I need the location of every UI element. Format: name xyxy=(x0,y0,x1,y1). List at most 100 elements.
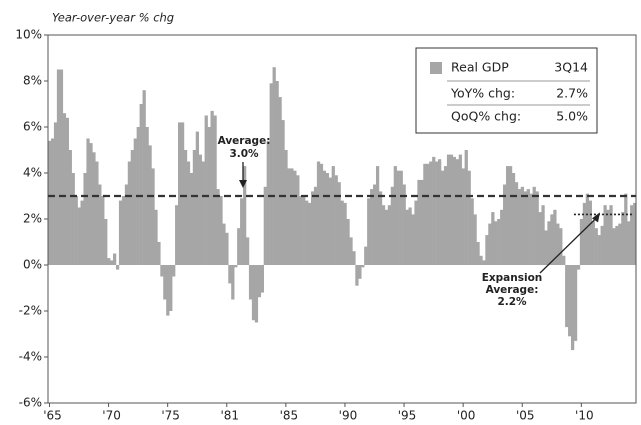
bar xyxy=(511,173,516,265)
bar xyxy=(438,159,442,265)
bar xyxy=(172,265,176,277)
bar xyxy=(50,138,55,265)
bar xyxy=(260,265,264,293)
bar xyxy=(263,186,267,265)
bar xyxy=(183,150,188,265)
bar xyxy=(440,170,445,265)
bar xyxy=(485,235,489,265)
bar xyxy=(570,265,575,351)
bar xyxy=(89,143,93,265)
bar xyxy=(53,122,58,266)
bar xyxy=(352,251,356,265)
bar xyxy=(479,255,483,265)
bar xyxy=(302,196,306,265)
bar xyxy=(308,202,312,265)
bar xyxy=(432,156,436,265)
bar xyxy=(110,260,114,265)
bar xyxy=(310,191,315,265)
bar xyxy=(313,186,318,265)
bar xyxy=(204,115,208,265)
bar xyxy=(405,209,409,265)
bar xyxy=(523,191,527,265)
bar xyxy=(514,182,519,265)
bar xyxy=(127,161,132,265)
bar xyxy=(562,255,566,265)
x-tick-label: '05 xyxy=(516,409,535,423)
y-tick-label: -2% xyxy=(19,304,42,318)
bar xyxy=(319,163,324,265)
bar xyxy=(455,159,460,265)
bar xyxy=(473,214,477,265)
bar xyxy=(213,115,217,265)
bar xyxy=(387,205,392,265)
bar xyxy=(633,202,637,265)
y-tick-label: 4% xyxy=(23,166,42,180)
info-period: 3Q14 xyxy=(554,60,588,75)
bar xyxy=(115,265,120,270)
bar xyxy=(272,67,276,265)
bar xyxy=(355,265,359,286)
bar xyxy=(538,212,542,265)
bar xyxy=(417,179,421,265)
bar xyxy=(452,156,457,265)
bar xyxy=(446,154,451,265)
bar xyxy=(529,193,533,265)
bar xyxy=(615,225,619,265)
bar xyxy=(71,173,75,265)
bar xyxy=(603,205,607,265)
y-tick-label: 0% xyxy=(23,258,42,272)
bar xyxy=(630,205,634,265)
bar xyxy=(573,265,578,341)
bar xyxy=(124,184,129,265)
expansion-average-label: Expansion xyxy=(482,272,543,284)
bar xyxy=(118,200,123,265)
bar xyxy=(86,138,90,265)
x-tick-label: '90 xyxy=(339,409,358,423)
average-value: 3.0% xyxy=(229,148,259,160)
bar xyxy=(423,163,427,265)
y-tick-label: 6% xyxy=(23,120,42,134)
bar xyxy=(559,228,563,265)
bar xyxy=(337,182,341,265)
bar xyxy=(98,184,102,265)
bar xyxy=(139,104,143,265)
bar xyxy=(257,265,262,298)
y-tick-label: 2% xyxy=(23,212,42,226)
bar xyxy=(186,161,191,265)
bar xyxy=(192,150,197,265)
bar xyxy=(80,200,84,265)
bar xyxy=(240,198,244,265)
expansion-average-label: Average: xyxy=(486,284,539,296)
bar xyxy=(461,168,465,265)
bar xyxy=(316,161,321,265)
average-label: Average: xyxy=(218,135,271,147)
bar xyxy=(189,173,194,265)
bar xyxy=(358,265,362,279)
bar xyxy=(234,265,238,268)
bar xyxy=(59,69,64,265)
x-tick-label: '70 xyxy=(102,409,121,423)
bar xyxy=(284,150,288,265)
bar xyxy=(178,122,182,266)
bar xyxy=(210,110,214,266)
bar xyxy=(175,205,179,265)
bar xyxy=(443,166,448,265)
bar xyxy=(207,127,211,265)
bar xyxy=(467,170,471,265)
bar xyxy=(556,223,560,265)
bar xyxy=(609,205,613,265)
bar xyxy=(278,97,282,265)
bar xyxy=(526,189,530,265)
bar xyxy=(621,212,625,265)
info-row-label: QoQ% chg: xyxy=(451,109,521,124)
bar xyxy=(163,265,167,300)
bar xyxy=(113,253,117,265)
bar xyxy=(535,191,539,265)
expansion-average-label: 2.2% xyxy=(497,296,527,308)
arrow-head xyxy=(239,180,247,188)
bar xyxy=(48,140,52,265)
bar xyxy=(541,205,545,265)
bar xyxy=(591,221,595,265)
bar xyxy=(396,170,400,265)
